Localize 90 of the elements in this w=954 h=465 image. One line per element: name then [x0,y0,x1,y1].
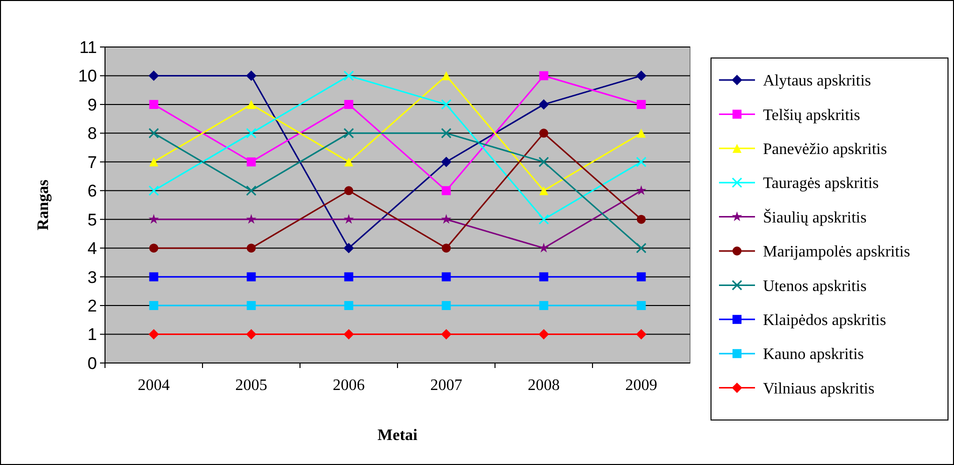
point [539,272,548,282]
point [148,214,159,224]
legend-label: Tauragės apskritis [763,175,879,192]
point [149,157,158,166]
point [344,214,354,224]
point [636,70,646,81]
point [246,70,256,81]
y-tick-label: 10 [78,66,97,86]
x-tick-label: 2006 [332,377,365,394]
point [538,99,549,110]
point [441,214,452,224]
point [149,244,158,253]
legend-label: Utenos apskritis [763,278,867,295]
point [246,157,256,166]
legend-label: Vilniaus apskritis [763,380,874,398]
point [636,272,646,282]
point [149,301,158,310]
point [344,272,354,282]
point [344,243,354,254]
point [636,242,646,254]
point [246,329,256,340]
point [246,214,256,224]
y-tick-label: 11 [79,38,97,57]
point [344,186,354,196]
y-tick-label: 3 [88,268,97,287]
y-axis-title: Rangas [35,180,52,230]
point [636,100,646,109]
legend-label: Klaipėdos apskritis [763,312,886,329]
point [441,99,452,110]
point [344,157,354,166]
y-tick-label: 1 [88,325,97,344]
legend-label: Šiaulių apskritis [763,208,867,226]
point [441,128,452,138]
point [538,156,549,168]
point [539,71,548,80]
point [344,128,354,138]
x-axis-title: Metai [378,427,418,444]
point [442,71,451,80]
x-tick-label: 2005 [235,377,268,394]
point [149,272,158,282]
point [246,272,256,282]
point [246,128,256,138]
point [149,100,158,109]
x-tick-label: 2004 [138,377,170,394]
legend-label: Alytaus apskritis [763,72,871,90]
point [148,185,159,196]
point [344,301,354,310]
point [636,156,646,168]
y-tick-label: 6 [88,182,97,201]
point [246,100,256,109]
y-tick-label: 4 [88,239,97,258]
point [538,329,549,340]
legend-label: Panevėžio apskritis [763,141,887,158]
point [539,301,548,310]
point [148,70,159,81]
point [442,272,451,282]
point [442,244,451,253]
point [538,242,549,252]
x-tick-label: 2008 [528,377,560,394]
y-tick-label: 7 [88,152,97,172]
point [344,70,354,81]
point [636,185,646,196]
point [636,214,646,224]
legend-label: Marijampolės apskritis [763,244,910,261]
legend-label: Telšių apskritis [763,106,860,124]
point [148,329,159,340]
point [538,214,549,225]
point [344,329,354,340]
point [441,156,452,167]
point [442,301,451,310]
point [246,244,256,253]
point [442,186,451,196]
point [246,301,256,310]
point [636,301,646,310]
y-tick-label: 0 [88,354,97,373]
point [441,329,452,340]
y-tick-label: 9 [88,95,97,114]
point [148,128,159,138]
y-tick-label: 5 [88,210,97,230]
point [636,128,646,138]
point [344,100,354,109]
legend-label: Kauno apskritis [763,346,864,364]
point [539,128,548,138]
point [246,185,256,196]
x-tick-label: 2007 [430,377,462,394]
point [636,329,646,340]
x-tick-label: 2009 [625,377,658,394]
point [539,186,548,196]
y-tick-label: 8 [88,124,97,144]
y-tick-label: 2 [88,296,97,316]
